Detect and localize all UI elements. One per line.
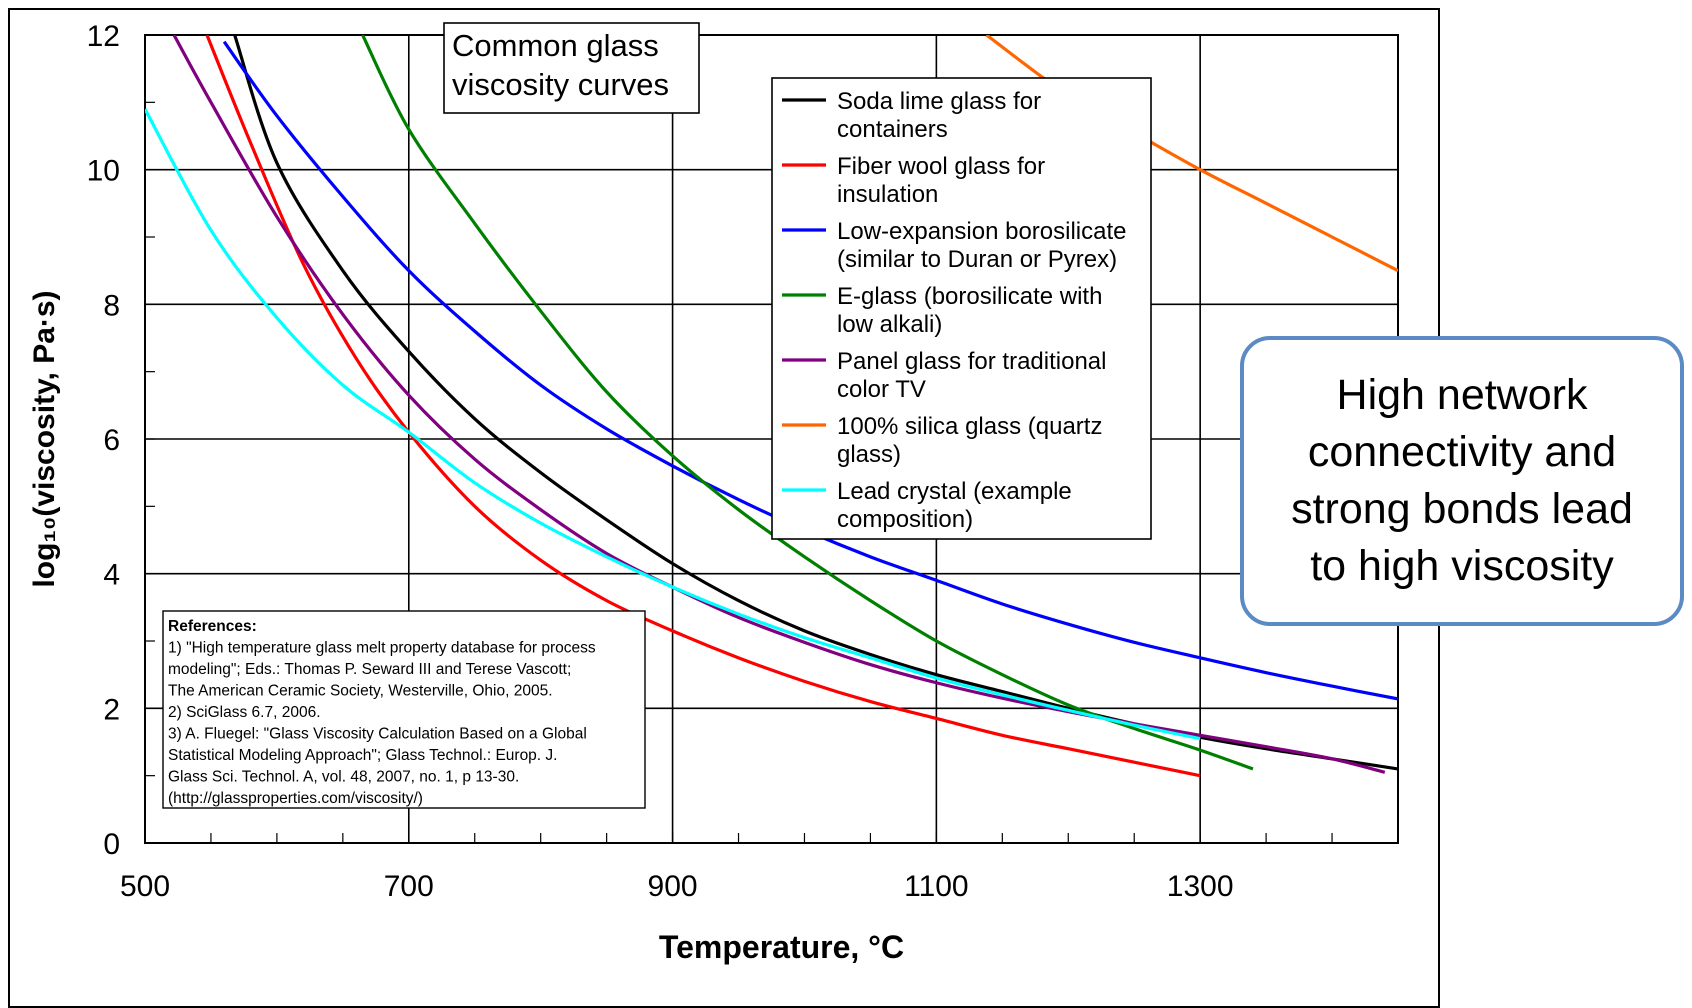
legend-label: composition) [837,506,973,533]
series-line [172,35,1386,774]
x-tick-label: 1100 [904,870,969,903]
legend-label: E-glass (borosilicate with [837,283,1102,310]
y-tick-label: 6 [103,424,120,457]
legend-label: Low-expansion borosilicate [837,218,1127,245]
legend-label: Fiber wool glass for [837,153,1045,180]
callout-text: High network connectivity and strong bon… [1291,371,1633,590]
chart-title: Common glass [452,28,659,63]
series-line [145,108,1201,741]
reference-line: Glass Sci. Technol. A, vol. 48, 2007, no… [168,769,519,786]
reference-line: 3) A. Fluegel: "Glass Viscosity Calculat… [168,726,587,743]
reference-line: (http://glassproperties.com/viscosity/) [168,790,423,807]
legend-label: color TV [837,376,926,403]
legend-label: containers [837,116,948,143]
legend-box [771,77,1152,540]
legend-label: insulation [837,181,938,208]
reference-line: 1) "High temperature glass melt property… [168,640,596,657]
x-tick-label: 900 [648,870,698,903]
legend-label: glass) [837,441,901,468]
legend-label: (similar to Duran or Pyrex) [837,246,1117,273]
reference-line: modeling"; Eds.: Thomas P. Seward III an… [168,661,571,678]
legend-label: low alkali) [837,311,942,338]
y-tick-label: 12 [87,20,120,53]
y-tick-label: 10 [87,155,120,188]
x-tick-label: 1300 [1167,870,1234,903]
legend-label: 100% silica glass (quartz [837,413,1102,440]
callout-box: High network connectivity and strong bon… [1240,336,1684,626]
viscosity-chart: 500 700 900 1100 1300 0 2 4 6 8 10 12 Temperature, °… [28,20,1399,965]
x-tick-label: 700 [384,870,434,903]
y-tick-label: 2 [103,693,120,726]
legend-label: Panel glass for traditional [837,348,1106,375]
legend-label: Lead crystal (example [837,478,1072,505]
y-tick-label: 8 [103,289,120,322]
y-tick-label: 0 [103,828,120,861]
x-axis-label: Temperature, °C [659,929,904,965]
reference-line: 2) SciGlass 6.7, 2006. [168,704,321,721]
references-box [162,610,646,809]
legend-label: Soda lime glass for [837,88,1041,115]
chart-title-box [443,22,700,114]
references-heading: References: [168,618,257,635]
y-axis-label: log₁₀(viscosity, Pa·s) [28,290,61,587]
reference-line: Statistical Modeling Approach"; Glass Te… [168,747,557,764]
chart-title: viscosity curves [452,67,669,102]
reference-line: The American Ceramic Society, Westervill… [168,683,553,700]
x-tick-label: 500 [120,870,170,903]
y-tick-label: 4 [103,559,120,592]
